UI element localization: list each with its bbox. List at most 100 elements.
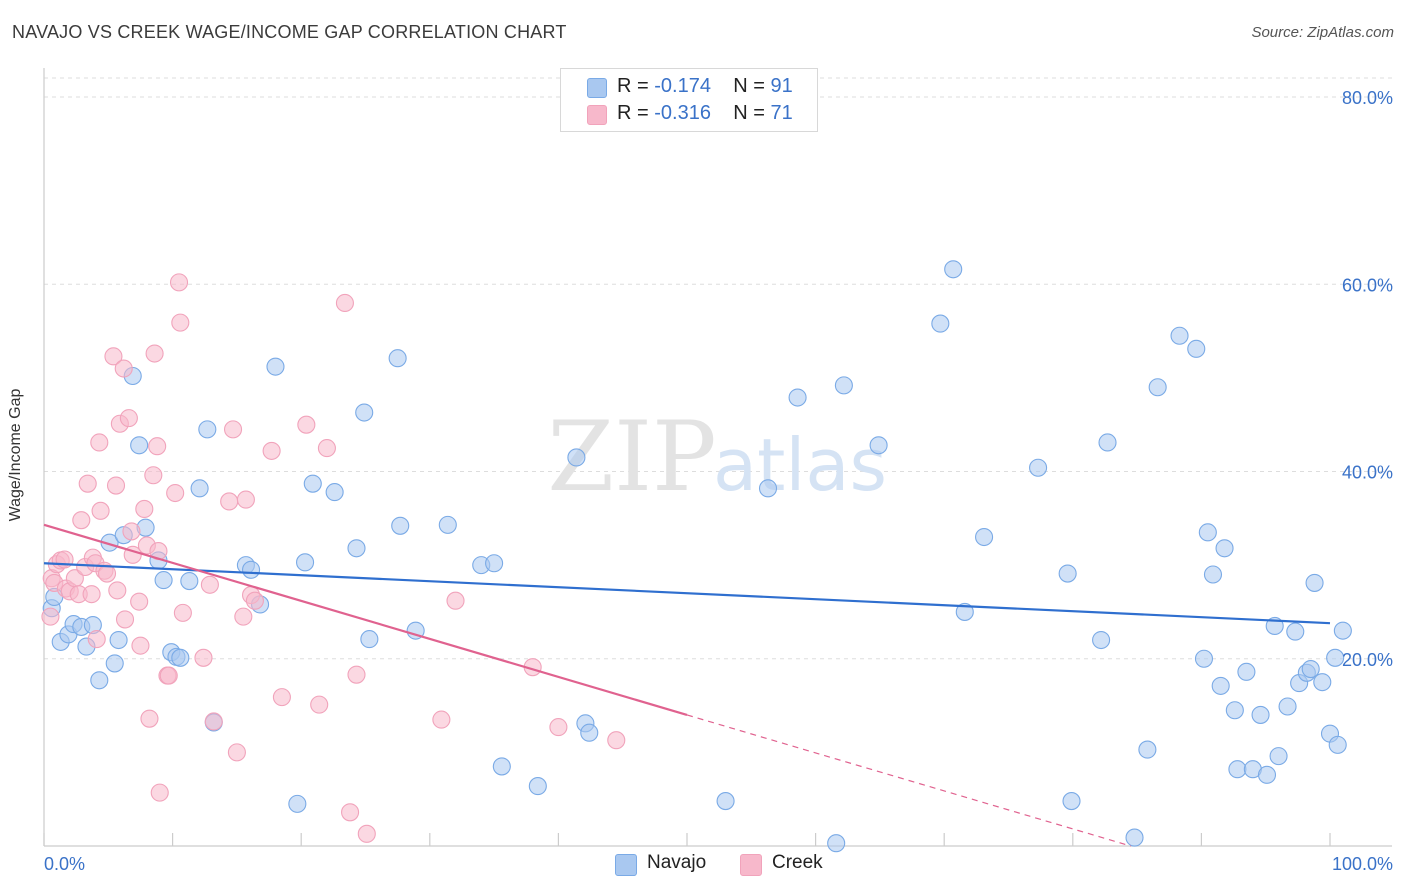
- point-navajo: [1333, 621, 1352, 640]
- point-navajo: [1029, 458, 1048, 477]
- point-creek: [114, 359, 133, 378]
- point-creek: [200, 575, 219, 594]
- point-navajo: [716, 792, 735, 811]
- point-creek: [173, 603, 192, 622]
- point-creek: [115, 610, 135, 629]
- point-navajo: [1148, 378, 1167, 397]
- point-creek: [159, 666, 178, 685]
- point-creek: [135, 499, 154, 519]
- point-navajo: [944, 260, 963, 279]
- legend-r-label: R =: [617, 102, 649, 124]
- point-creek: [150, 783, 169, 802]
- point-creek: [297, 415, 316, 434]
- point-creek: [317, 439, 336, 458]
- point-navajo: [485, 554, 504, 573]
- point-creek: [166, 483, 185, 503]
- point-navajo: [1237, 662, 1256, 681]
- legend-r-value: -0.316: [654, 102, 711, 124]
- point-creek: [357, 824, 376, 843]
- point-creek: [335, 293, 354, 313]
- y-axis-label: Wage/Income Gap: [7, 388, 24, 522]
- point-navajo: [1305, 573, 1324, 592]
- y-tick-label: 40.0%: [1342, 463, 1393, 483]
- point-navajo: [1194, 649, 1214, 668]
- trend-extension-creek: [686, 714, 1131, 847]
- x-tick-label-start: 0.0%: [44, 854, 85, 874]
- point-navajo: [931, 314, 950, 333]
- point-navajo: [1215, 539, 1234, 558]
- trend-line-navajo: [43, 562, 1331, 625]
- point-creek: [220, 492, 239, 511]
- point-creek: [130, 592, 149, 611]
- point-navajo: [1098, 433, 1117, 452]
- point-navajo: [154, 571, 173, 590]
- point-creek: [169, 273, 189, 292]
- point-creek: [41, 607, 60, 626]
- point-navajo: [198, 420, 217, 439]
- y-tick-label: 20.0%: [1342, 650, 1393, 670]
- point-creek: [144, 466, 163, 485]
- point-navajo: [325, 483, 344, 502]
- legend-n-value: 91: [770, 75, 793, 97]
- point-navajo: [567, 448, 586, 467]
- point-navajo: [109, 630, 128, 650]
- point-navajo: [1269, 747, 1288, 766]
- point-creek: [171, 313, 190, 332]
- point-navajo: [355, 403, 374, 422]
- tick-labels: 20.0% 40.0% 60.0% 80.0% 0.0% 100.0%: [44, 88, 1393, 874]
- point-creek: [91, 501, 110, 520]
- source-label: Source: ZipAtlas.com: [1251, 24, 1394, 41]
- point-navajo: [492, 757, 511, 776]
- point-navajo: [303, 474, 322, 493]
- point-creek: [341, 803, 360, 822]
- chart-title: NAVAJO VS CREEK WAGE/INCOME GAP CORRELAT…: [12, 22, 567, 42]
- point-navajo: [788, 388, 807, 407]
- point-creek: [223, 420, 243, 439]
- y-tick-label: 80.0%: [1342, 88, 1393, 108]
- point-navajo: [758, 479, 778, 498]
- point-navajo: [1138, 740, 1157, 759]
- point-navajo: [827, 834, 846, 853]
- point-creek: [262, 441, 281, 460]
- point-navajo: [1125, 828, 1144, 847]
- point-creek: [549, 718, 568, 737]
- bottom-legend-swatch-navajo: [615, 854, 637, 876]
- watermark-atlas: atlas: [713, 423, 887, 507]
- point-creek: [446, 591, 465, 610]
- legend-swatch-navajo: [587, 78, 607, 98]
- point-creek: [236, 490, 255, 509]
- legend-n-label: N =: [733, 75, 765, 97]
- point-creek: [140, 709, 159, 728]
- point-creek: [432, 710, 451, 729]
- point-navajo: [1198, 523, 1217, 542]
- point-creek: [72, 511, 91, 530]
- point-creek: [204, 712, 223, 731]
- point-creek: [131, 636, 150, 655]
- point-creek: [245, 591, 264, 610]
- point-navajo: [1058, 564, 1077, 583]
- point-navajo: [1228, 760, 1247, 779]
- point-navajo: [130, 436, 149, 455]
- point-navajo: [1286, 622, 1305, 641]
- point-creek: [194, 648, 213, 667]
- point-navajo: [90, 671, 109, 690]
- point-navajo: [1328, 735, 1347, 754]
- point-navajo: [1092, 630, 1111, 650]
- point-creek: [347, 665, 366, 684]
- point-creek: [607, 731, 626, 750]
- point-creek: [122, 522, 141, 541]
- point-navajo: [1301, 659, 1320, 679]
- point-navajo: [241, 560, 261, 579]
- point-navajo: [296, 553, 315, 572]
- point-creek: [82, 585, 101, 604]
- point-navajo: [580, 723, 599, 742]
- point-creek: [227, 743, 246, 762]
- point-navajo: [347, 539, 366, 558]
- point-navajo: [266, 357, 285, 376]
- trend-lines: [43, 523, 1331, 847]
- point-creek: [119, 409, 138, 428]
- point-navajo: [528, 777, 547, 796]
- point-navajo: [288, 794, 307, 813]
